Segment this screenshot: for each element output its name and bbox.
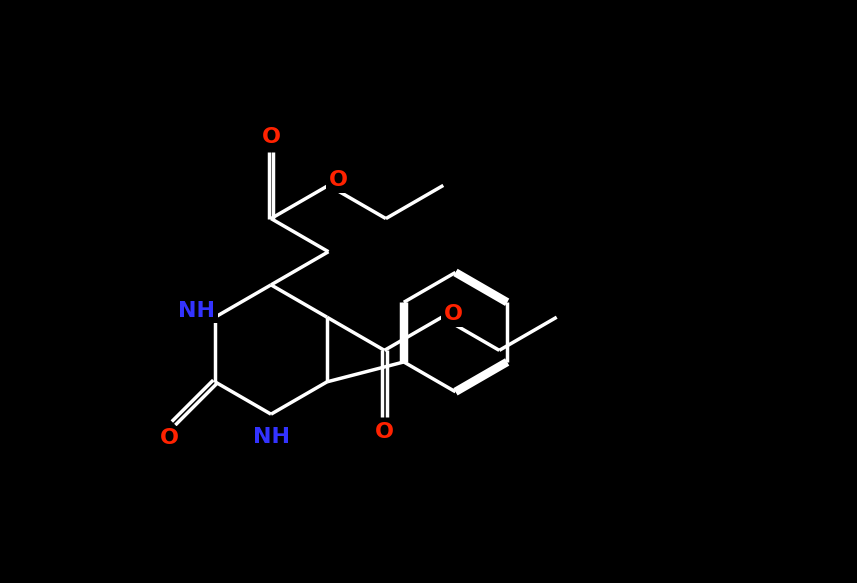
Text: O: O	[444, 304, 463, 324]
Text: O: O	[375, 422, 394, 441]
Text: O: O	[261, 127, 280, 147]
Text: O: O	[329, 170, 348, 191]
Text: O: O	[160, 428, 179, 448]
Text: NH: NH	[253, 427, 290, 447]
Text: NH: NH	[178, 301, 215, 321]
